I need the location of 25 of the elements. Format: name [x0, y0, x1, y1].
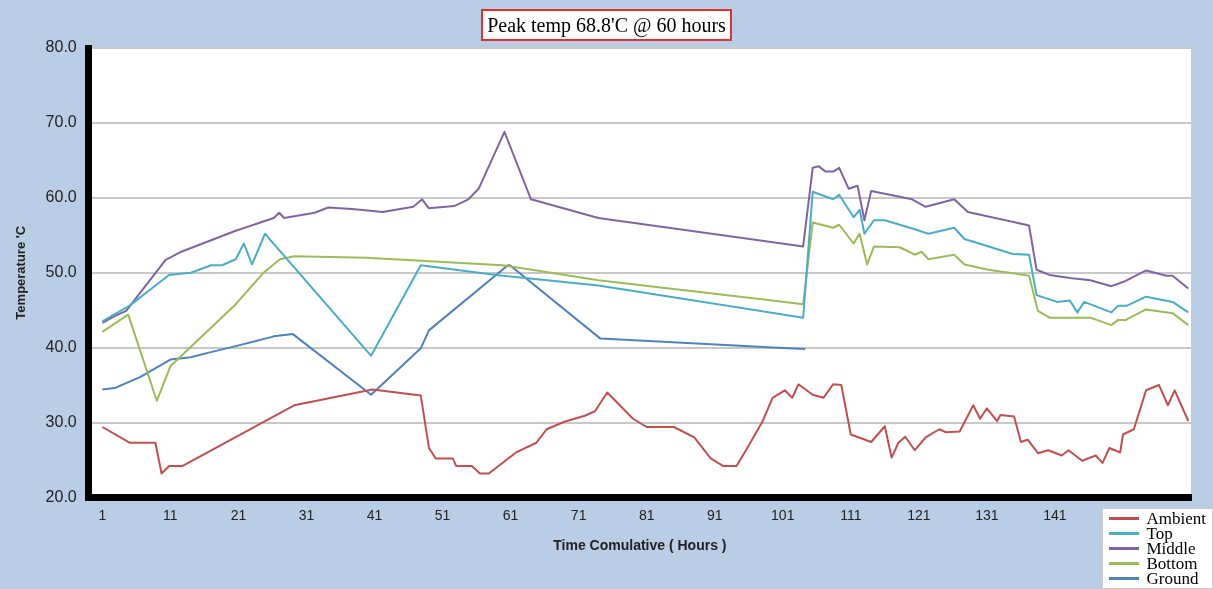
y-tick-label: 60.0 — [45, 188, 77, 206]
x-tick-label: 71 — [570, 506, 587, 523]
x-tick-label: 91 — [706, 506, 723, 523]
chart-title: Peak temp 68.8'C @ 60 hours — [481, 9, 732, 41]
x-tick-label: 141 — [1043, 506, 1067, 523]
x-tick-label: 1 — [98, 506, 107, 523]
x-tick-label: 51 — [434, 506, 451, 523]
x-tick-label: 121 — [907, 506, 931, 523]
x-tick-label: 41 — [366, 506, 383, 523]
x-tick-label: 101 — [771, 506, 795, 523]
y-tick-label: 20.0 — [45, 487, 77, 505]
x-tick-label: 111 — [840, 506, 862, 523]
y-tick-label: 70.0 — [45, 113, 77, 131]
y-tick-label: 80.0 — [45, 38, 77, 56]
x-tick-label: 61 — [502, 506, 519, 523]
x-tick-label: 21 — [230, 506, 247, 523]
y-tick-label: 30.0 — [45, 412, 77, 430]
x-axis-title: Time Comulative ( Hours ) — [553, 537, 727, 554]
y-tick-label: 40.0 — [45, 338, 77, 356]
x-tick-label: 11 — [163, 506, 178, 523]
x-tick-label: 31 — [298, 506, 315, 523]
x-tick-label: 131 — [975, 506, 999, 523]
x-tick-label: 81 — [638, 506, 655, 523]
y-tick-label: 50.0 — [45, 263, 77, 281]
y-axis-title: Temperature 'C — [13, 225, 29, 320]
